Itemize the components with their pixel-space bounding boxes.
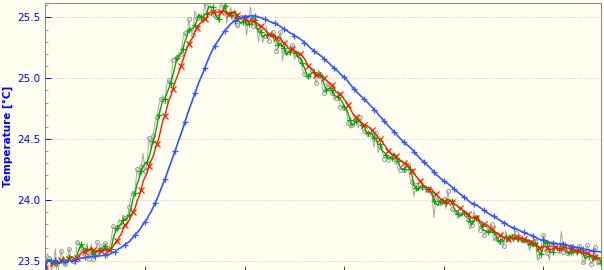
Y-axis label: Temperature [°C]: Temperature [°C] <box>3 86 13 187</box>
